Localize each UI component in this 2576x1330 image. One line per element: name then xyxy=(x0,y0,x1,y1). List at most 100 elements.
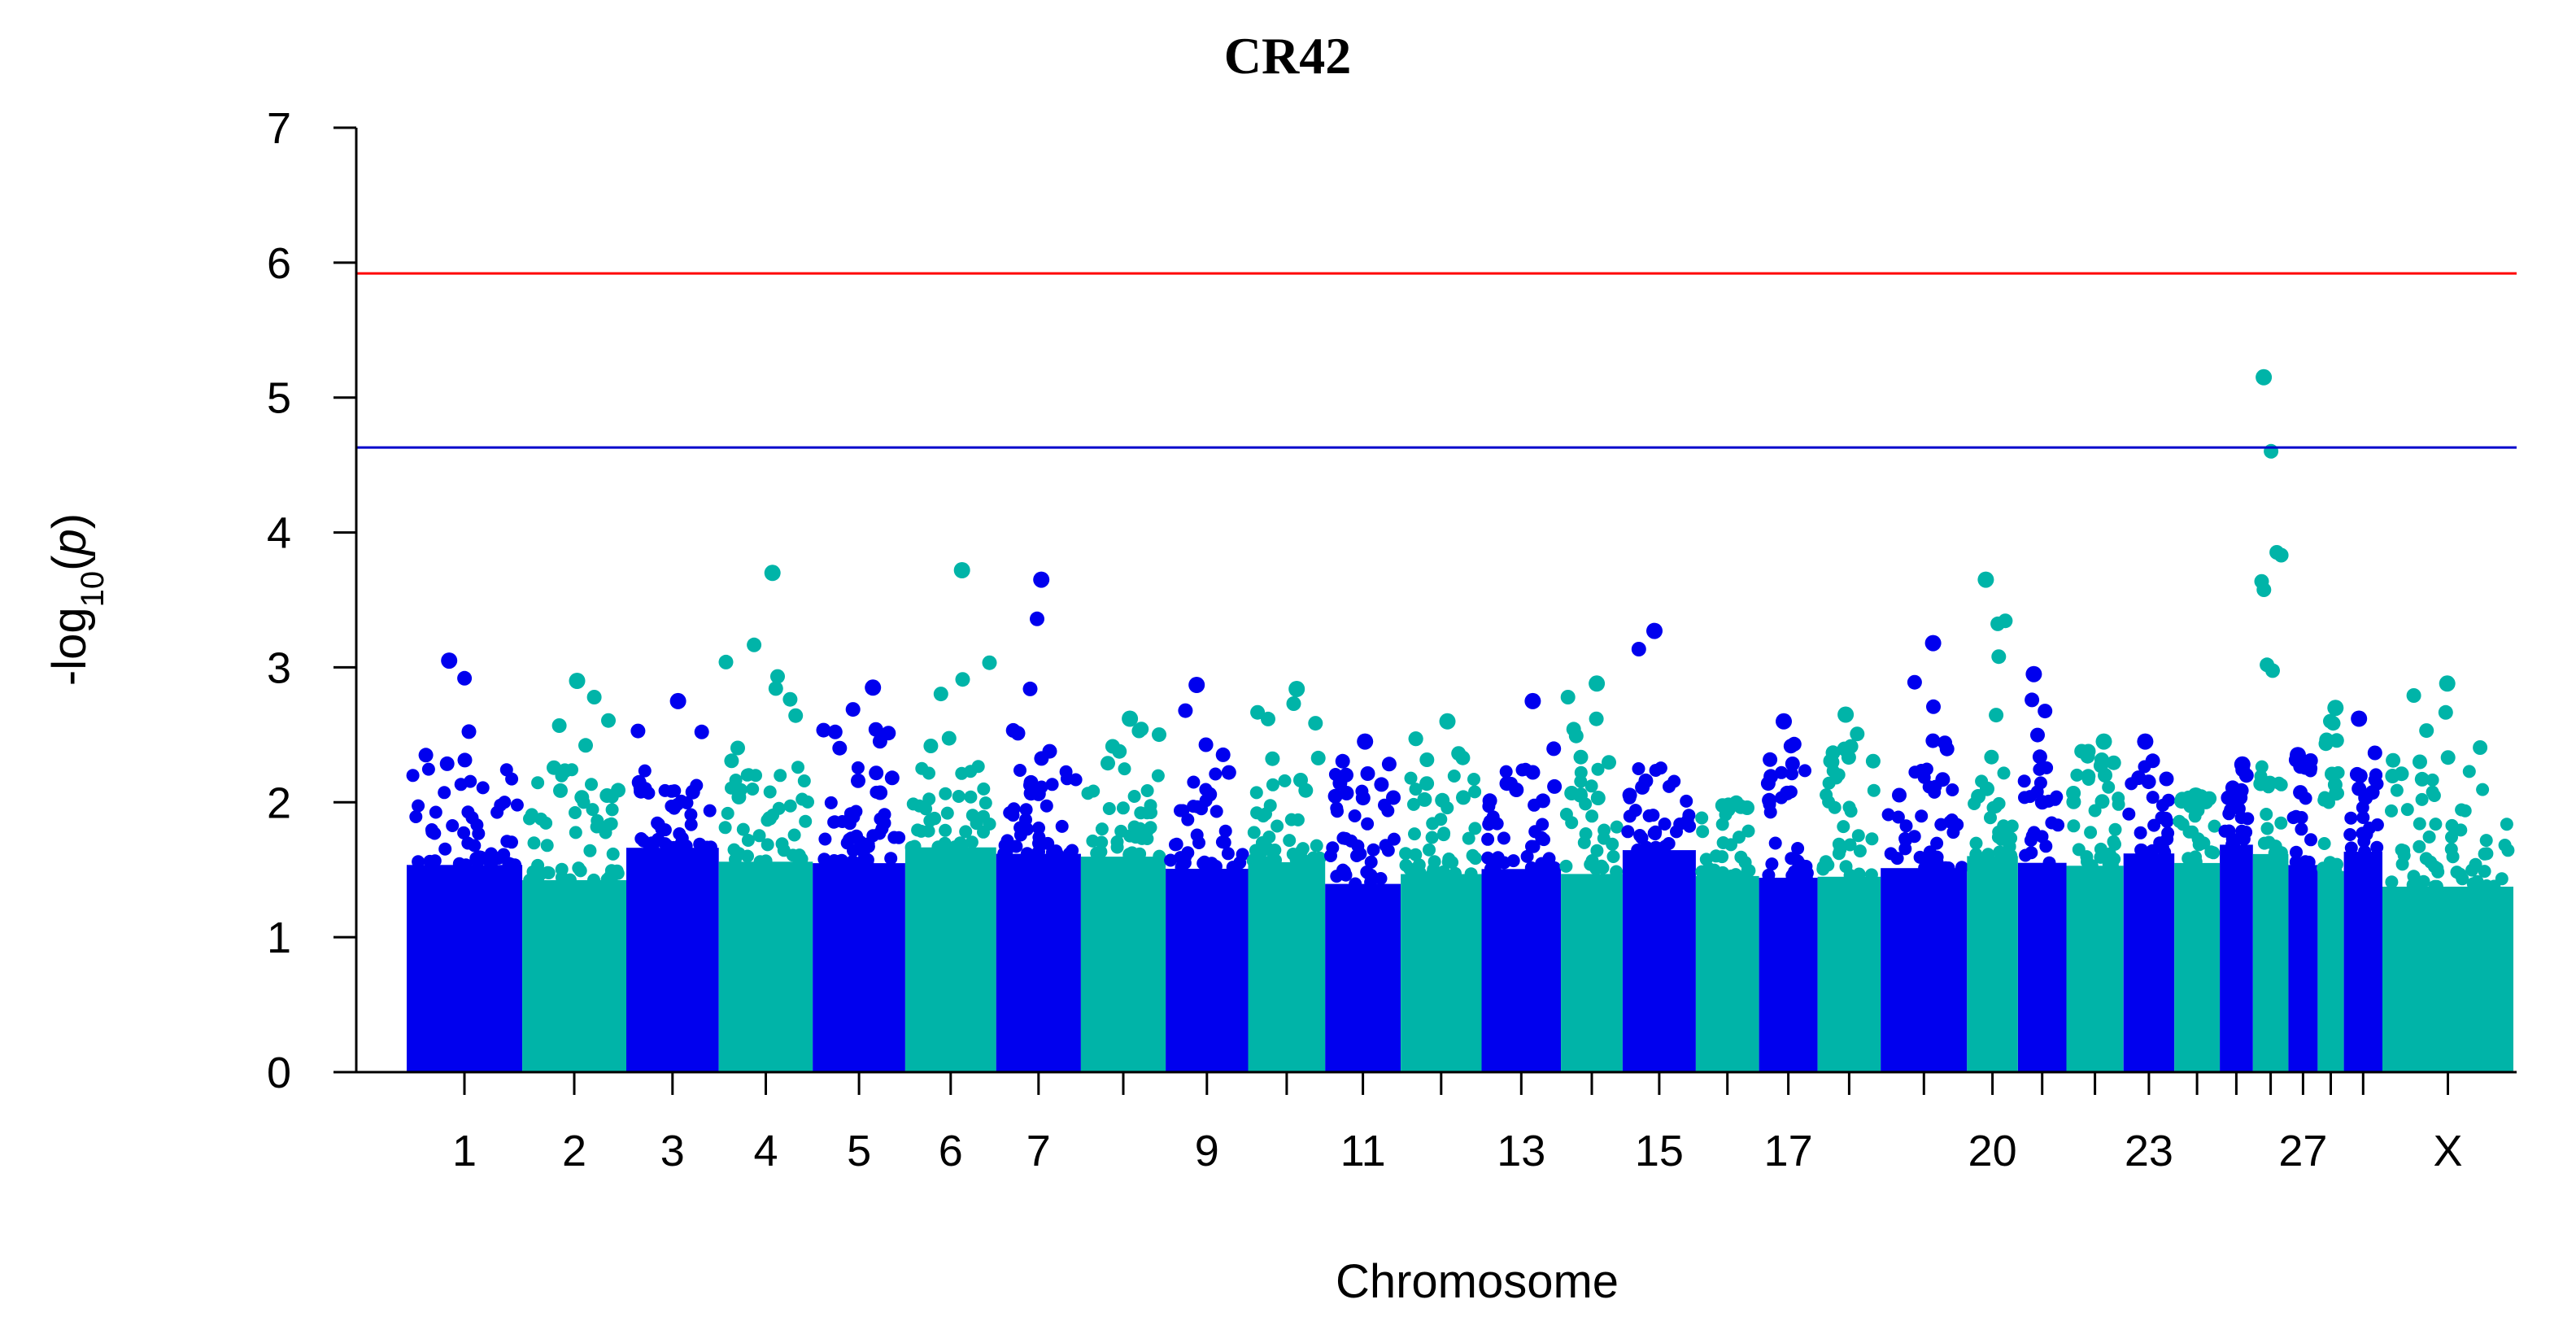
snp-point xyxy=(461,724,477,739)
snp-peak-point xyxy=(2351,710,2368,727)
snp-dense-band xyxy=(2252,853,2289,1072)
snp-point xyxy=(446,819,460,832)
snp-point xyxy=(1437,826,1451,840)
snp-point xyxy=(2107,835,2121,848)
snp-point xyxy=(1741,824,1755,838)
snp-point xyxy=(1381,844,1395,857)
snp-point xyxy=(1386,790,1401,805)
snp-point xyxy=(1331,805,1344,818)
snp-point xyxy=(539,816,553,830)
snp-point xyxy=(1467,773,1480,786)
snp-point xyxy=(1891,810,1905,824)
snp-point xyxy=(1198,737,1214,752)
x-tick-label: 11 xyxy=(1340,1127,1386,1175)
snp-point xyxy=(1462,831,1475,845)
snp-point xyxy=(586,690,602,704)
snp-point xyxy=(1022,681,1038,696)
snp-point xyxy=(939,787,952,800)
snp-point xyxy=(2023,790,2037,804)
snp-point xyxy=(1207,861,1221,874)
snp-point xyxy=(1606,837,1619,851)
snp-point xyxy=(1192,836,1205,849)
snp-point xyxy=(1407,797,1420,811)
snp-point xyxy=(1049,844,1063,858)
snp-point xyxy=(645,836,659,850)
snp-point xyxy=(1127,790,1141,803)
snp-point xyxy=(843,817,856,831)
snp-point xyxy=(2146,844,2159,857)
snp-point xyxy=(1310,750,1326,765)
snp-point xyxy=(472,826,486,840)
y-tick-label: 6 xyxy=(267,239,291,288)
snp-point xyxy=(2317,861,2330,875)
chromosome-10-points xyxy=(1246,681,1327,1072)
snp-point xyxy=(1313,851,1327,865)
snp-point xyxy=(1649,764,1663,777)
snp-point xyxy=(631,774,647,790)
snp-point xyxy=(1837,820,1850,834)
snp-point xyxy=(2453,867,2467,881)
snp-point xyxy=(1925,733,1941,748)
snp-point xyxy=(1482,793,1497,809)
snp-point xyxy=(2390,783,2404,797)
snp-point xyxy=(2430,879,2443,893)
snp-point xyxy=(1574,774,1588,788)
snp-point xyxy=(817,853,831,866)
snp-point xyxy=(638,764,652,778)
y-tick-label: 7 xyxy=(267,104,291,153)
snp-point xyxy=(1929,861,1942,874)
snp-point xyxy=(2397,848,2411,862)
snp-peak-point xyxy=(1589,675,1606,692)
snp-point xyxy=(1828,800,1842,814)
snp-point xyxy=(1537,833,1550,847)
snp-point xyxy=(922,766,935,780)
snp-point xyxy=(2094,794,2110,809)
snp-point xyxy=(553,783,568,798)
snp-point xyxy=(1799,860,1813,873)
snp-point xyxy=(2067,819,2081,833)
snp-point xyxy=(2159,811,2173,825)
snp-point xyxy=(1261,711,1275,726)
snp-point xyxy=(1525,839,1538,853)
snp-point xyxy=(965,809,979,822)
snp-point xyxy=(2406,688,2421,703)
x-tick-label: 5 xyxy=(847,1127,871,1175)
snp-point xyxy=(2290,845,2303,859)
snp-point xyxy=(1606,850,1620,863)
snp-peak-point xyxy=(2234,756,2251,773)
snp-point xyxy=(2430,861,2444,875)
snp-point xyxy=(1621,825,1635,839)
snp-point xyxy=(763,785,777,799)
snp-point xyxy=(1087,784,1101,798)
snp-point xyxy=(1590,791,1606,805)
snp-point xyxy=(2343,828,2357,841)
snp-point xyxy=(2385,804,2398,818)
snp-point xyxy=(1175,861,1188,874)
chromosome-24-points xyxy=(2173,787,2221,1072)
snp-point xyxy=(684,808,698,822)
snp-point xyxy=(2318,736,2334,752)
snp-point xyxy=(2479,834,2493,848)
snp-dense-band xyxy=(1881,868,1968,1072)
snp-point xyxy=(884,852,898,866)
snp-peak-point xyxy=(2290,747,2306,764)
snp-point xyxy=(2265,663,2280,678)
snp-point xyxy=(724,753,739,769)
snp-point xyxy=(412,799,425,813)
snp-point xyxy=(1125,846,1139,860)
snp-point xyxy=(1851,829,1865,843)
x-tick-label: 7 xyxy=(1026,1127,1051,1175)
snp-point xyxy=(1210,805,1223,818)
snp-point xyxy=(772,801,786,815)
snp-point xyxy=(2303,753,2318,768)
x-tick-label: 2 xyxy=(562,1127,586,1175)
snp-point xyxy=(476,781,490,795)
snp-point xyxy=(2188,809,2202,823)
snp-point xyxy=(428,826,442,840)
snp-point xyxy=(1682,809,1696,822)
snp-point xyxy=(569,826,582,839)
snp-point xyxy=(1724,838,1737,852)
snp-point xyxy=(1823,753,1838,769)
snp-point xyxy=(1775,765,1789,779)
